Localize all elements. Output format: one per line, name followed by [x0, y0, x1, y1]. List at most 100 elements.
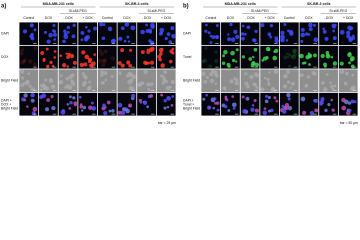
cell [46, 64, 50, 69]
cell [131, 93, 136, 99]
cell [313, 37, 319, 43]
cell [72, 23, 76, 28]
group-title: SK-BR-3 cells [307, 2, 331, 6]
cell [214, 101, 217, 105]
cell [123, 39, 127, 43]
cell [300, 32, 306, 38]
cell [128, 63, 132, 68]
cell [166, 32, 171, 37]
column-label: DOX [123, 16, 131, 20]
column-label: DOX [45, 16, 53, 20]
cell [68, 107, 72, 110]
cell [104, 78, 108, 82]
cell [80, 38, 84, 42]
cell [130, 86, 135, 91]
cell [231, 58, 236, 63]
cell [273, 69, 279, 75]
cell [289, 54, 294, 59]
cell [161, 81, 166, 85]
cell [214, 58, 219, 64]
cell [128, 105, 131, 108]
row-label: DAPI + Tunel + Bright Field [183, 98, 200, 110]
cell [66, 55, 70, 60]
cell [333, 84, 337, 88]
cell [78, 95, 82, 99]
cell [209, 78, 215, 84]
cell [329, 81, 332, 85]
cell [215, 24, 219, 27]
cell [163, 70, 168, 75]
figure: a) MDA-MB-231 cells Si-sMi-PEG SK-BR-3 cell… [1, 2, 358, 125]
cell [348, 61, 351, 65]
cell [235, 60, 238, 63]
cell [254, 73, 260, 78]
cell [139, 101, 143, 104]
cell [292, 48, 297, 54]
cell [267, 109, 271, 113]
cell [287, 97, 291, 101]
cell [241, 24, 245, 28]
cell [353, 100, 357, 104]
cell [267, 81, 270, 84]
cell [66, 25, 70, 30]
cell [244, 72, 248, 76]
micrograph-tile [39, 22, 58, 46]
cell [87, 59, 92, 64]
cell [308, 22, 313, 28]
cell [222, 54, 225, 58]
cell [323, 62, 327, 67]
cell [146, 105, 149, 109]
cell [241, 95, 245, 99]
column-label: + DOX [265, 16, 276, 20]
cell [79, 62, 84, 68]
cell [165, 85, 171, 91]
cell [307, 33, 311, 36]
cell [44, 78, 48, 82]
cell [87, 105, 93, 110]
cell [124, 22, 130, 27]
cell [245, 96, 250, 101]
cell [313, 53, 317, 58]
cell [251, 38, 256, 42]
row-label: DAPI [1, 32, 9, 36]
cell [341, 105, 347, 111]
cell [289, 86, 292, 90]
cell [287, 106, 293, 111]
column-label: Control [284, 16, 295, 20]
cell [322, 29, 327, 34]
cell [39, 95, 44, 99]
cell [160, 47, 164, 51]
micrograph-tile [19, 22, 39, 46]
cell [221, 61, 226, 65]
micrograph-tile [137, 92, 156, 116]
cell [79, 103, 83, 106]
column-label: + DOX [343, 16, 354, 20]
cell [349, 26, 354, 30]
cell [20, 49, 24, 52]
cell [286, 93, 291, 98]
cell [270, 108, 274, 113]
cell [255, 86, 259, 89]
cell [284, 106, 289, 111]
cell [107, 26, 113, 32]
group-subtitle: Si-sMi-PEG [148, 9, 166, 13]
cell [320, 53, 325, 59]
cell [145, 23, 148, 27]
cell [291, 54, 297, 60]
cell [53, 56, 57, 59]
column-label: - DOX [63, 16, 73, 20]
column-label: + DOX [161, 16, 172, 20]
cell [30, 98, 35, 103]
cell [267, 32, 272, 37]
cell [140, 29, 145, 35]
cell [171, 95, 175, 98]
cell [170, 80, 175, 85]
panel-label: a) [1, 4, 6, 10]
cell [100, 80, 105, 85]
cell [99, 51, 104, 56]
cell [208, 64, 213, 69]
cell [351, 34, 355, 38]
cell [65, 76, 70, 81]
cell [23, 82, 26, 85]
cell [91, 106, 97, 111]
